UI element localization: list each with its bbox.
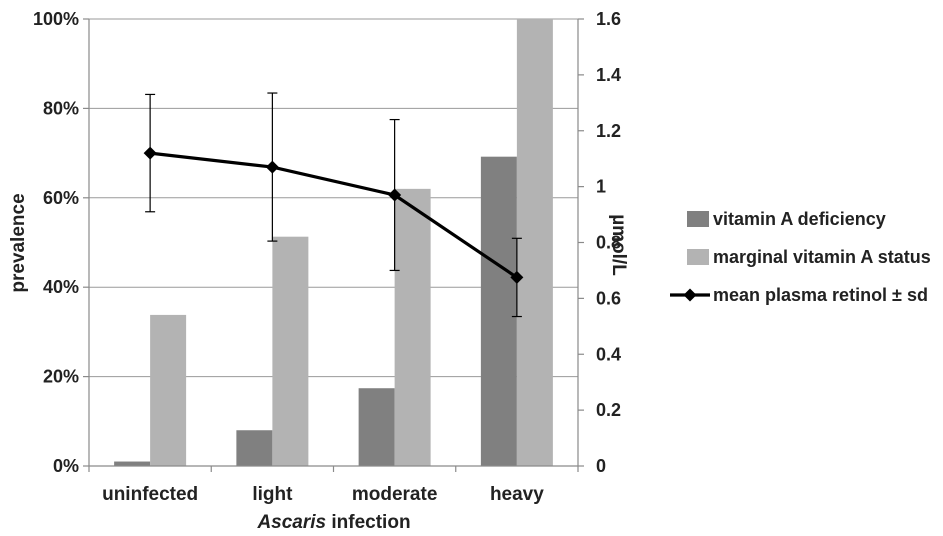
y-axis-title: prevalence (8, 193, 29, 292)
bar-deficiency (236, 430, 273, 466)
y2-tick-label: 1 (596, 177, 606, 197)
y-tick-label: 80% (43, 98, 79, 118)
legend: vitamin A deficiency marginal vitamin A s… (670, 209, 931, 305)
y2-tick-label: 1.6 (596, 9, 621, 29)
bar-marginal (272, 236, 309, 466)
y-tick-labels: 0% 20% 40% 60% 80% 100% (33, 9, 79, 476)
y2-tick-label: 0.6 (596, 288, 621, 308)
y2-tick-labels: 0 0.2 0.4 0.6 0.8 1 1.2 1.4 1.6 (596, 9, 621, 476)
x-axis-title: Ascaris infection (256, 512, 410, 533)
y-tick-label: 40% (43, 277, 79, 297)
category-label: uninfected (102, 484, 198, 505)
legend-label: vitamin A deficiency (713, 209, 886, 229)
x-axis-title-rest: infection (326, 512, 410, 533)
category-label: moderate (352, 484, 438, 505)
legend-label: marginal vitamin A status (713, 247, 931, 267)
retinol-series-line (149, 151, 518, 279)
legend-marker (683, 288, 697, 302)
y-tick-label: 60% (43, 188, 79, 208)
category-label: light (252, 484, 293, 505)
legend-swatch (687, 211, 709, 227)
y2-axis-title: µmol/L (608, 214, 629, 276)
legend-swatch (687, 249, 709, 265)
axes (83, 18, 584, 472)
y-tick-label: 100% (33, 9, 79, 29)
category-labels: uninfected light moderate heavy (102, 484, 544, 505)
bar-deficiency (114, 461, 151, 466)
retinol-line (143, 92, 524, 318)
bars (114, 19, 553, 467)
data-point-marker (388, 188, 402, 202)
y2-tick-label: 0.2 (596, 400, 621, 420)
bar-deficiency (480, 156, 517, 466)
bar-deficiency (358, 388, 395, 466)
bar-marginal (516, 19, 553, 466)
data-point-marker (143, 146, 157, 160)
legend-label: mean plasma retinol ± sd (713, 285, 928, 305)
y-tick-label: 20% (43, 367, 79, 387)
y-tick-label: 0% (53, 456, 79, 476)
bar-marginal (150, 314, 187, 466)
data-point-marker (265, 160, 279, 174)
x-axis-title-italic: Ascaris (256, 512, 326, 533)
y2-tick-label: 0.4 (596, 344, 621, 364)
category-label: heavy (490, 484, 544, 505)
data-point-marker (510, 270, 524, 284)
y2-tick-label: 1.2 (596, 121, 621, 141)
y2-tick-label: 0.8 (596, 233, 621, 253)
y2-tick-label: 0 (596, 456, 606, 476)
bar-marginal (394, 188, 431, 467)
y2-tick-label: 1.4 (596, 65, 621, 85)
